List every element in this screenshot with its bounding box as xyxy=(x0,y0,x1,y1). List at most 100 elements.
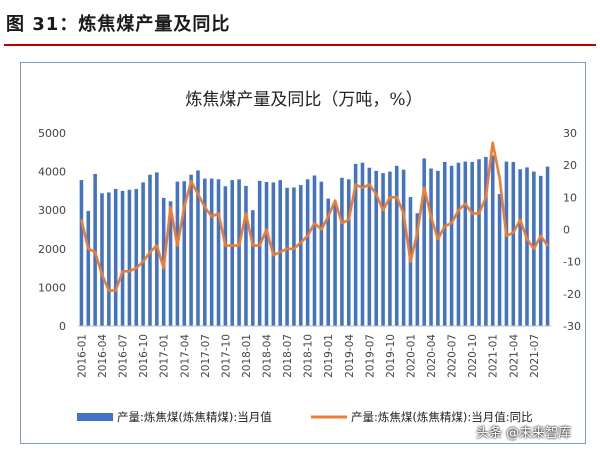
y-right-tick-label: 30 xyxy=(563,127,577,140)
bar-production xyxy=(251,210,255,326)
line-point-yoy xyxy=(512,231,515,234)
x-tick-label: 2021-04 xyxy=(508,334,520,378)
bar-production xyxy=(257,180,262,326)
bar-production xyxy=(381,173,385,326)
line-point-yoy xyxy=(156,244,158,247)
line-point-yoy xyxy=(320,228,323,231)
line-point-yoy xyxy=(87,248,90,250)
x-tick-label: 2018-07 xyxy=(282,334,294,378)
y-right-tick-label: -30 xyxy=(563,320,581,333)
y-left-tick-label: 5000 xyxy=(38,127,66,140)
line-point-yoy xyxy=(128,270,131,273)
figure-title: 图 31：炼焦煤产量及同比 xyxy=(6,14,231,35)
bar-production xyxy=(463,161,468,326)
bar-production xyxy=(203,178,207,326)
legend-label-bar: 产量:炼焦煤(炼焦精煤):当月值 xyxy=(117,410,272,424)
line-point-yoy xyxy=(114,289,117,292)
bar-production xyxy=(340,177,344,326)
bar-production xyxy=(470,161,474,326)
line-point-yoy xyxy=(457,209,460,211)
combo-chart: 炼焦煤产量及同比（万吨，%） 0 1000 2000 3000 4000 5000 -30… xyxy=(38,90,581,424)
line-point-yoy xyxy=(80,219,83,221)
bar-production xyxy=(305,179,310,326)
line-point-yoy xyxy=(498,177,501,179)
bar-production xyxy=(134,188,139,326)
y-left-tick-label: 3000 xyxy=(38,204,66,217)
line-point-yoy xyxy=(395,196,398,199)
line-point-yoy xyxy=(135,267,138,269)
bar-production xyxy=(285,187,289,326)
line-point-yoy xyxy=(293,248,295,250)
line-point-yoy xyxy=(162,267,165,269)
bar-production xyxy=(484,156,488,326)
line-point-yoy xyxy=(279,251,282,253)
line-point-yoy xyxy=(306,235,309,237)
line-point-yoy xyxy=(313,222,316,224)
x-tick-label: 2016-07 xyxy=(118,334,130,378)
line-point-yoy xyxy=(375,193,377,195)
x-tick-label: 2016-01 xyxy=(76,334,88,378)
bar-production xyxy=(230,180,235,326)
bar-production xyxy=(442,161,447,326)
line-point-yoy xyxy=(347,219,350,221)
bar-production xyxy=(312,175,317,326)
line-point-yoy xyxy=(231,244,234,247)
line-point-yoy xyxy=(443,225,446,228)
line-point-yoy xyxy=(327,215,330,218)
bar-production xyxy=(326,198,330,326)
x-tick-label: 2016-04 xyxy=(97,334,109,378)
bar-production xyxy=(394,165,399,326)
x-tick-label: 2019-01 xyxy=(323,334,335,378)
chart-title: 炼焦煤产量及同比（万吨，%） xyxy=(185,90,422,110)
line-point-yoy xyxy=(286,248,288,250)
bar-production xyxy=(127,189,132,326)
bar-production xyxy=(497,193,502,326)
line-point-yoy xyxy=(252,244,254,247)
line-point-yoy xyxy=(121,270,124,273)
line-point-yoy xyxy=(190,180,192,183)
y-right-tick-label: -20 xyxy=(563,288,581,301)
bar-production xyxy=(436,170,440,326)
bar-production xyxy=(86,210,91,326)
chart-panel: 炼焦煤产量及同比（万吨，%） 0 1000 2000 3000 4000 5000 -30… xyxy=(20,62,586,444)
bar-production xyxy=(504,161,509,326)
x-tick-label: 2019-07 xyxy=(364,334,376,378)
line-point-yoy xyxy=(402,212,405,215)
line-point-yoy xyxy=(142,260,144,263)
bar-production xyxy=(401,169,406,326)
bar-production xyxy=(244,185,248,326)
x-tick-label: 2018-10 xyxy=(303,334,315,378)
bar-production xyxy=(477,159,481,326)
x-tick-label: 2020-01 xyxy=(405,334,417,378)
bar-production xyxy=(141,182,145,326)
bar-production xyxy=(196,170,200,326)
line-point-yoy xyxy=(354,183,357,186)
x-tick-label: 2019-10 xyxy=(385,334,397,378)
line-point-yoy xyxy=(430,215,432,218)
x-tick-label: 2018-04 xyxy=(262,334,274,378)
line-point-yoy xyxy=(299,241,302,244)
line-point-yoy xyxy=(423,186,425,189)
bar-production xyxy=(216,179,221,326)
bar-production xyxy=(388,171,392,326)
x-tick-label: 2016-10 xyxy=(138,334,150,378)
line-point-yoy xyxy=(546,244,549,247)
line-point-yoy xyxy=(245,212,247,215)
line-point-yoy xyxy=(409,260,412,263)
x-tick-label: 2017-10 xyxy=(220,334,232,378)
line-point-yoy xyxy=(464,202,467,205)
bar-production xyxy=(189,174,193,326)
bar-production xyxy=(367,167,372,326)
bar-production xyxy=(374,170,378,326)
line-point-yoy xyxy=(94,251,96,253)
y-left-tick-label: 1000 xyxy=(38,281,66,294)
bar-production xyxy=(299,185,303,326)
line-point-yoy xyxy=(533,248,535,250)
bar-production xyxy=(182,181,187,326)
bar-production xyxy=(237,179,241,326)
x-tick-label: 2017-07 xyxy=(200,334,212,378)
line-point-yoy xyxy=(416,231,419,234)
line-point-yoy xyxy=(519,219,521,221)
title-rule xyxy=(4,44,596,46)
bar-production xyxy=(168,201,173,326)
